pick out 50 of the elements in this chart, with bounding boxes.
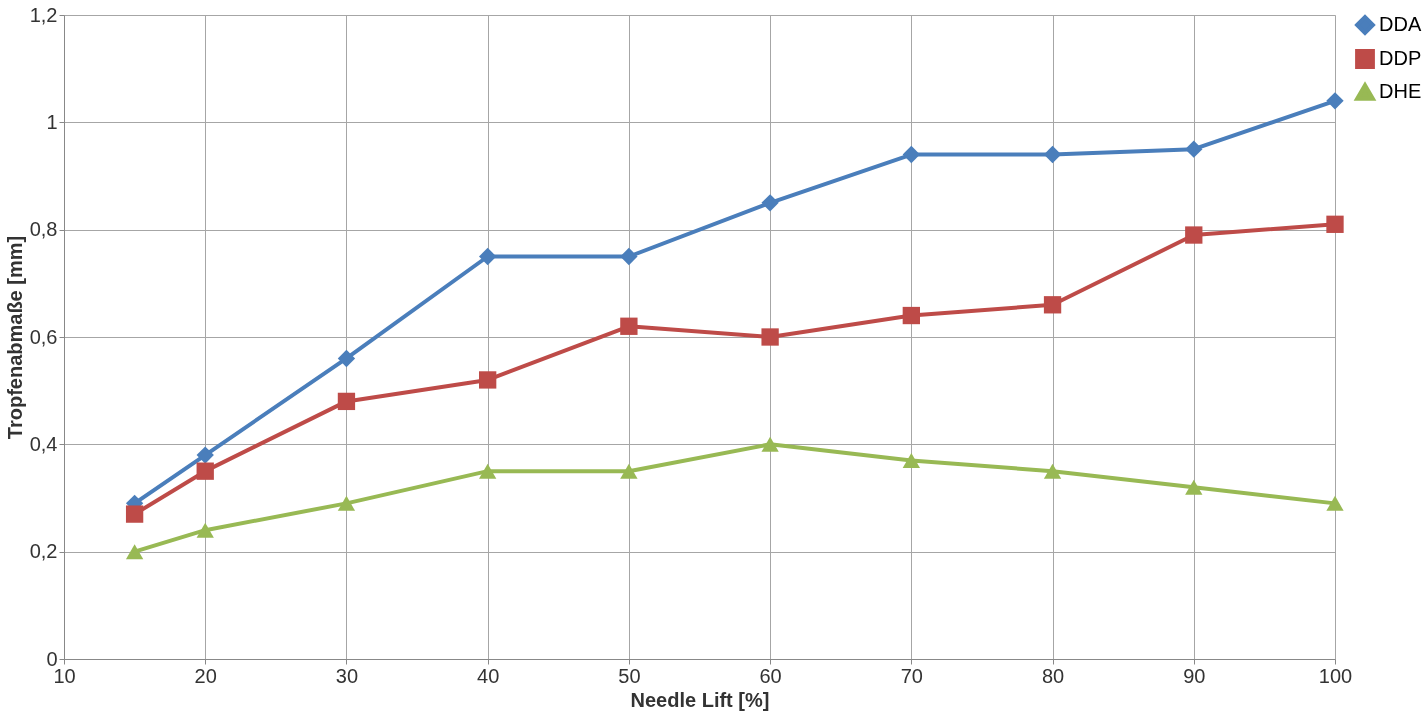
point [196,446,214,464]
point [125,544,144,560]
x-tick-label: 100 [1318,664,1353,687]
x-tick-label: 50 [618,664,641,687]
y-tick-label: 0,8 [29,218,58,241]
x-tick-label: 60 [759,664,782,687]
point [1043,296,1062,314]
point [1043,145,1062,164]
point [479,371,497,389]
point [1185,140,1203,158]
point [125,505,144,523]
legend-label: DDA [1379,13,1422,35]
point [1185,479,1203,495]
x-tick-label: 20 [194,664,217,687]
point [479,463,497,479]
point [620,247,638,266]
point [761,436,779,452]
point [1185,226,1203,244]
legend-label: DHE [1379,80,1422,102]
y-tick-label: 0,4 [29,432,58,455]
point [479,247,497,266]
point [620,463,638,479]
point [761,194,779,212]
y-tick-label: 0,2 [29,540,58,563]
y-axis-title: Tropfenabmaße [mm] [3,235,26,440]
x-tick-label: 40 [477,664,500,687]
point [902,452,920,468]
point [337,392,356,411]
point [1326,92,1344,110]
point [902,306,920,325]
point [196,462,214,480]
x-tick-label: 30 [335,664,359,687]
y-tick-label: 1,2 [29,3,58,26]
y-tick-label: 0 [46,647,58,670]
x-tick-label: 70 [900,664,923,687]
point [902,145,920,164]
y-tick-label: 0,6 [29,325,58,348]
point [337,349,356,368]
point [1326,215,1344,233]
y-tick-label: 1 [46,110,58,133]
point [337,495,356,511]
point [761,328,779,346]
x-tick-label: 80 [1041,664,1065,687]
legend-label: DDP [1379,47,1422,69]
x-axis-title: Needle Lift [%] [630,688,770,711]
point [620,317,638,335]
point [196,522,214,538]
x-tick-label: 90 [1183,664,1206,687]
point [1043,463,1062,479]
point [1326,495,1344,511]
